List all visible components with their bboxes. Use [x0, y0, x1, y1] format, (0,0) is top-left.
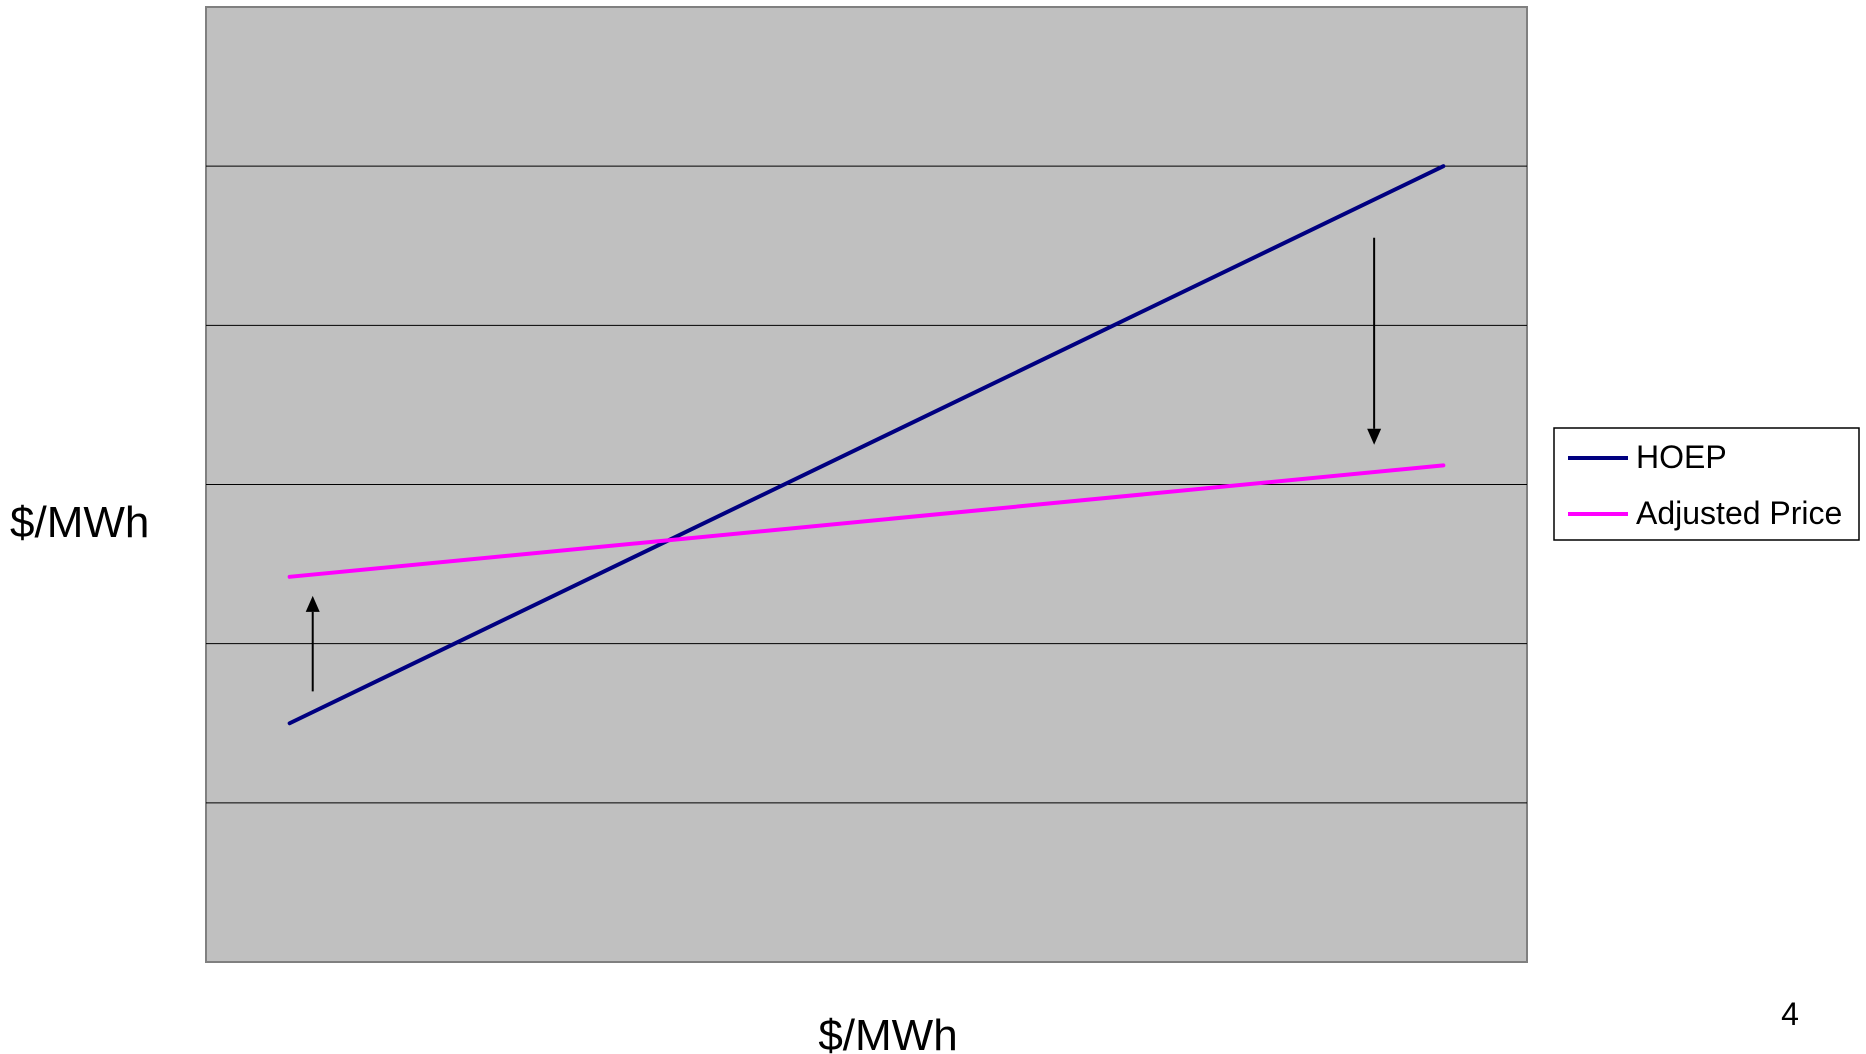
legend-label-adjusted-price: Adjusted Price: [1636, 495, 1842, 531]
series-line-hoep: [287, 164, 1446, 726]
series-layer: [287, 164, 1446, 726]
legend-label-hoep: HOEP: [1636, 439, 1727, 475]
page-number: 4: [1781, 996, 1799, 1032]
x-axis-label: $/MWh: [818, 1011, 957, 1054]
legend: HOEP Adjusted Price: [1553, 427, 1860, 541]
annotation-arrow-head-1: [1367, 428, 1382, 445]
series-line-adjusted-price: [287, 463, 1446, 579]
gridlines: [206, 165, 1527, 804]
legend-box: [1553, 427, 1860, 541]
annotation-layer: [305, 237, 1382, 692]
annotation-arrow-head-0: [305, 595, 320, 612]
y-axis-label: $/MWh: [10, 498, 149, 547]
